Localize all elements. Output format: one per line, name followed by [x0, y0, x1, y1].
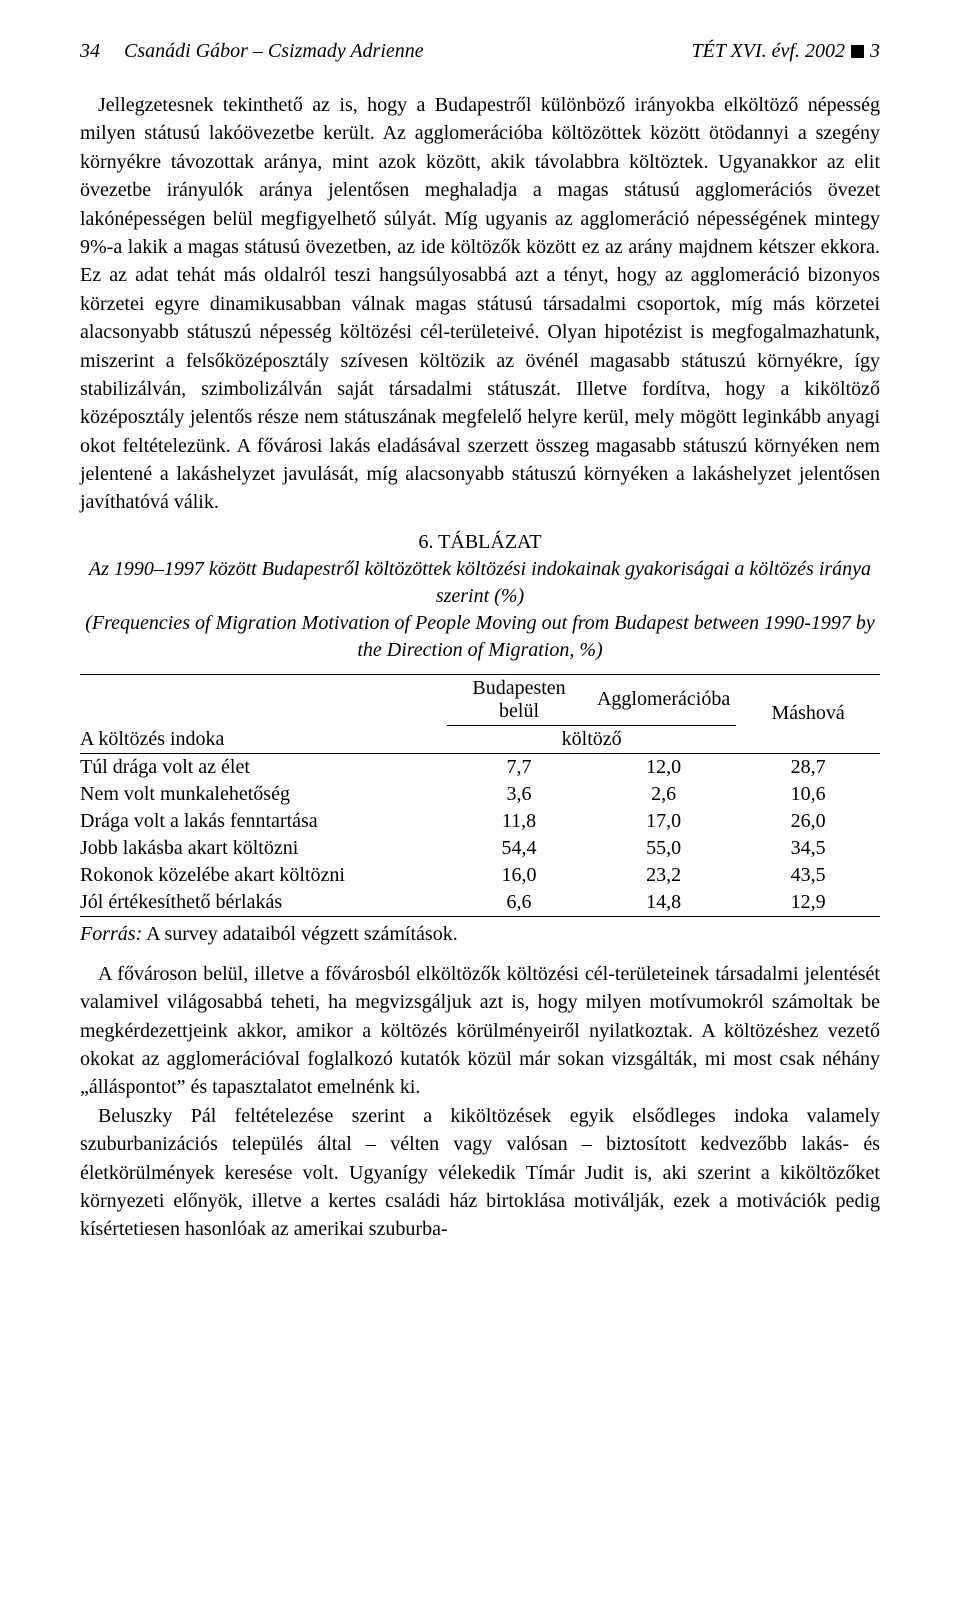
- table-caption-hu: Az 1990–1997 között Budapestről költözöt…: [80, 556, 880, 610]
- table-cell: 14,8: [591, 889, 736, 917]
- table-cell: 12,0: [591, 753, 736, 781]
- table-cell: 23,2: [591, 862, 736, 889]
- table-cell-label: Drága volt a lakás fenntartása: [80, 808, 447, 835]
- page-number: 34: [80, 40, 100, 63]
- table-head-spanner: költöző: [447, 725, 736, 753]
- table-cell: 28,7: [736, 753, 880, 781]
- table-caption-en: (Frequencies of Migration Motivation of …: [80, 610, 880, 664]
- table-head-rowlabel: A költözés indoka: [80, 674, 447, 753]
- running-header: 34 Csanádi Gábor – Csizmady Adrienne TÉT…: [80, 40, 880, 63]
- table-cell: 3,6: [447, 781, 591, 808]
- body-paragraph-2: A fővároson belül, illetve a fővárosból …: [80, 960, 880, 1102]
- source-text: A survey adataiból végzett számítások.: [142, 923, 457, 945]
- body-paragraph-3: Beluszky Pál feltételezése szerint a kik…: [80, 1102, 880, 1244]
- table-number: 6. TÁBLÁZAT: [80, 531, 880, 554]
- header-journal: TÉT XVI. évf. 2002: [691, 40, 845, 63]
- table-cell: 6,6: [447, 889, 591, 917]
- table-cell: 43,5: [736, 862, 880, 889]
- table-row: Rokonok közelébe akart költözni 16,0 23,…: [80, 862, 880, 889]
- table-cell: 54,4: [447, 835, 591, 862]
- table-cell-label: Jobb lakásba akart költözni: [80, 835, 447, 862]
- table-row: Nem volt munkalehetőség 3,6 2,6 10,6: [80, 781, 880, 808]
- header-left: 34 Csanádi Gábor – Csizmady Adrienne: [80, 40, 424, 63]
- table-row: Drága volt a lakás fenntartása 11,8 17,0…: [80, 808, 880, 835]
- body-paragraph-1: Jellegzetesnek tekinthető az is, hogy a …: [80, 91, 880, 517]
- table-caption-block: 6. TÁBLÁZAT Az 1990–1997 között Budapest…: [80, 531, 880, 664]
- header-issue: 3: [870, 40, 880, 63]
- header-right: TÉT XVI. évf. 2002 3: [691, 40, 880, 63]
- table-cell: 16,0: [447, 862, 591, 889]
- table-cell-label: Nem volt munkalehetőség: [80, 781, 447, 808]
- table-cell-label: Rokonok közelébe akart költözni: [80, 862, 447, 889]
- table-cell: 10,6: [736, 781, 880, 808]
- table-cell: 12,9: [736, 889, 880, 917]
- table-row: Jól értékesíthető bérlakás 6,6 14,8 12,9: [80, 889, 880, 917]
- header-authors: Csanádi Gábor – Csizmady Adrienne: [124, 40, 424, 63]
- table-row: Túl drága volt az élet 7,7 12,0 28,7: [80, 753, 880, 781]
- table-head-col1: Budapesten belül: [447, 674, 591, 725]
- table-cell-label: Jól értékesíthető bérlakás: [80, 889, 447, 917]
- table-head-col2: Agglomerációba: [591, 674, 736, 725]
- data-table: A költözés indoka Budapesten belül Agglo…: [80, 674, 880, 917]
- table-cell: 11,8: [447, 808, 591, 835]
- table-source: Forrás: A survey adataiból végzett számí…: [80, 923, 880, 946]
- table-row: Jobb lakásba akart költözni 54,4 55,0 34…: [80, 835, 880, 862]
- table-head-col3: Máshová: [736, 674, 880, 753]
- table-cell: 2,6: [591, 781, 736, 808]
- table-cell: 7,7: [447, 753, 591, 781]
- table-cell: 26,0: [736, 808, 880, 835]
- table-cell: 17,0: [591, 808, 736, 835]
- table-cell: 55,0: [591, 835, 736, 862]
- table-cell-label: Túl drága volt az élet: [80, 753, 447, 781]
- source-label: Forrás:: [80, 923, 142, 945]
- table-cell: 34,5: [736, 835, 880, 862]
- square-bullet-icon: [851, 45, 864, 58]
